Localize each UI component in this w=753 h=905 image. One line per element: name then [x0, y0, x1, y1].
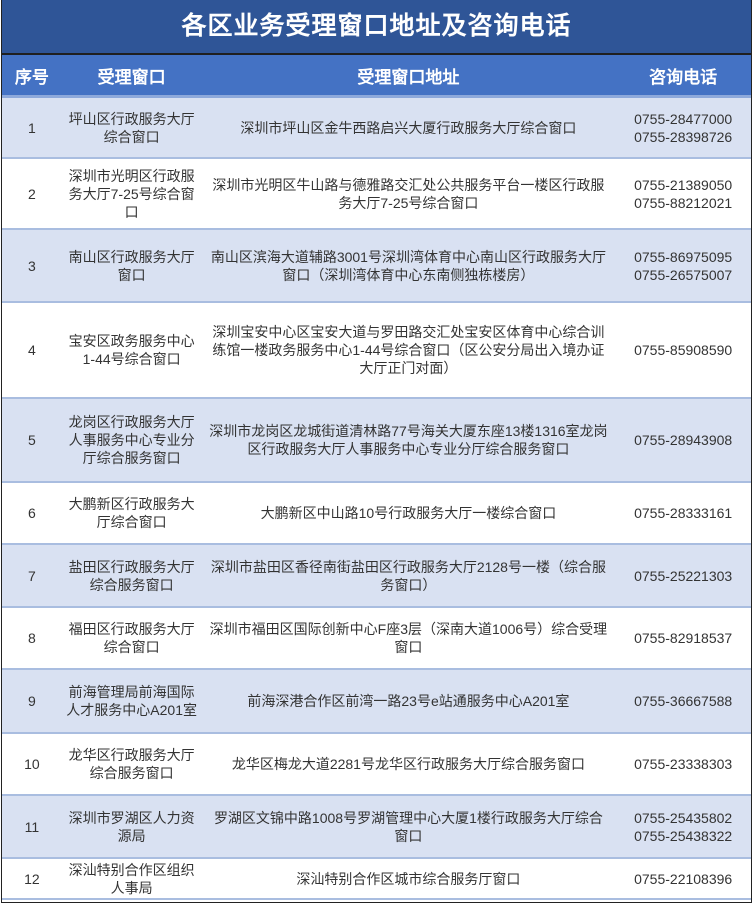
phone-number: 0755-25435802: [634, 809, 733, 826]
window-address: 深圳市龙岗区龙城街道清林路77号海关大厦东座13楼1316室龙岗区行政服务大厅人…: [209, 423, 608, 457]
phone-number: 0755-28398726: [634, 128, 733, 145]
row-number: 3: [28, 257, 36, 274]
header-phone: 咨询电话: [649, 67, 718, 87]
window-name: 龙岗区行政服务大厅人事服务中心专业分厅综合服务窗口: [68, 414, 195, 466]
row-number: 9: [28, 693, 36, 709]
table-row: 1 坪山区行政服务大厅综合窗口 深圳市坪山区金牛西路启兴大厦行政服务大厅综合窗口 07…: [2, 98, 751, 159]
window-name: 深圳市罗湖区人力资源局: [68, 809, 195, 844]
phone-number: 0755-88212021: [634, 194, 733, 211]
table-row: 7 盐田区行政服务大厅综合服务窗口 深圳市盐田区香径南街盐田区行政服务大厅2128号…: [2, 545, 751, 608]
phone-list: 0755-86975095 0755-26575007: [634, 248, 732, 284]
window-address: 深圳市坪山区金牛西路启兴大厦行政服务大厅综合窗口: [240, 119, 577, 136]
window-address: 深汕特别合作区城市综合服务厅窗口: [296, 870, 521, 887]
phone-number: 0755-86975095: [634, 248, 733, 265]
table-row: 2 深圳市光明区行政服务大厅7-25号综合窗口 深圳市光明区牛山路与德雅路交汇处公共…: [2, 159, 751, 230]
table-row: 3 南山区行政服务大厅窗口 南山区滨海大道辅路3001号深圳湾体育中心南山区行政服务…: [2, 230, 751, 303]
window-name: 福田区行政服务大厅综合窗口: [68, 621, 195, 655]
table-row: 5 龙岗区行政服务大厅人事服务中心专业分厅综合服务窗口 深圳市龙岗区龙城街道清林路7…: [2, 399, 751, 483]
row-number: 2: [28, 185, 36, 202]
header-no: 序号: [14, 67, 49, 87]
phone-cell: 0755-25435802 0755-25438322: [615, 796, 751, 857]
header-window: 受理窗口: [97, 67, 166, 87]
window-name: 宝安区政务服务中心1-44号综合窗口: [68, 333, 195, 367]
window-name: 前海管理局前海国际人才服务中心A201室: [66, 684, 197, 718]
phone-cell: 0755-36667588: [615, 670, 751, 732]
phone-number: 0755-82918537: [634, 630, 733, 646]
row-number: 8: [28, 630, 36, 646]
window-name: 南山区行政服务大厅窗口: [68, 248, 195, 283]
table-row: 10 龙华区行政服务大厅综合服务窗口 龙华区梅龙大道2281号龙华区行政服务大厅综合…: [2, 734, 751, 796]
phone-number: 0755-25221303: [634, 567, 733, 584]
phone-cell: 0755-21389050 0755-88212021: [615, 159, 751, 228]
table-header: 序号 受理窗口 受理窗口地址 咨询电话: [2, 55, 751, 98]
window-address: 罗湖区文锦中路1008号罗湖管理中心大厦1楼行政服务大厅综合窗口: [213, 809, 603, 844]
table-row: 12 深汕特别合作区组织人事局 深汕特别合作区城市综合服务厅窗口 0755-22108…: [2, 859, 751, 900]
header-address: 受理窗口地址: [357, 67, 460, 87]
table-row: 11 深圳市罗湖区人力资源局 罗湖区文锦中路1008号罗湖管理中心大厦1楼行政服务大…: [2, 796, 751, 859]
phone-list: 0755-28477000 0755-28398726: [634, 110, 732, 146]
phone-number: 0755-26575007: [634, 266, 733, 283]
phone-number: 0755-28333161: [634, 505, 733, 521]
window-name: 盐田区行政服务大厅综合服务窗口: [68, 558, 195, 593]
row-number: 11: [24, 818, 40, 835]
phone-list: 0755-85908590: [634, 341, 732, 359]
window-name: 深汕特别合作区组织人事局: [68, 861, 195, 896]
window-name: 坪山区行政服务大厅综合窗口: [68, 110, 195, 145]
phone-number: 0755-36667588: [634, 693, 733, 709]
phone-list: 0755-23338303: [634, 755, 732, 773]
phone-cell: 0755-28943908: [615, 399, 751, 481]
phone-number: 0755-25438322: [634, 827, 733, 844]
row-number: 5: [28, 432, 36, 448]
row-number: 12: [24, 870, 40, 887]
phone-list: 0755-28943908: [634, 431, 732, 449]
phone-number: 0755-28477000: [634, 110, 733, 127]
window-address: 深圳市光明区牛山路与德雅路交汇处公共服务平台一楼区行政服务大厅7-25号综合窗口: [212, 176, 605, 211]
phone-number: 0755-21389050: [634, 176, 733, 193]
phone-list: 0755-21389050 0755-88212021: [634, 176, 732, 212]
phone-cell: 0755-23338303: [615, 734, 751, 794]
window-name: 大鹏新区行政服务大厅综合窗口: [68, 496, 195, 530]
row-number: 7: [28, 567, 36, 584]
phone-cell: 0755-86975095 0755-26575007: [615, 230, 751, 301]
table-row: 6 大鹏新区行政服务大厅综合窗口 大鹏新区中山路10号行政服务大厅一楼综合窗口 075…: [2, 483, 751, 545]
phone-number: 0755-22108396: [634, 870, 733, 887]
phone-cell: 0755-82918537: [615, 608, 751, 668]
phone-cell: 0755-85908590: [615, 303, 751, 397]
phone-cell: 0755-28477000 0755-28398726: [615, 98, 751, 157]
phone-list: 0755-36667588: [634, 692, 732, 710]
window-name: 深圳市光明区行政服务大厅7-25号综合窗口: [68, 167, 195, 220]
phone-cell: 0755-28333161: [615, 483, 751, 543]
table-row: 4 宝安区政务服务中心1-44号综合窗口 深圳宝安中心区宝安大道与罗田路交汇处宝安区…: [2, 303, 751, 399]
table-row: 8 福田区行政服务大厅综合窗口 深圳市福田区国际创新中心F座3层（深南大道1006号…: [2, 608, 751, 670]
phone-list: 0755-22108396: [634, 870, 732, 888]
table-row: 9 前海管理局前海国际人才服务中心A201室 前海深港合作区前湾一路23号e站通服务…: [2, 670, 751, 734]
window-address: 深圳宝安中心区宝安大道与罗田路交汇处宝安区体育中心综合训练馆一楼政务服务中心1-…: [212, 324, 605, 376]
window-name: 龙华区行政服务大厅综合服务窗口: [68, 747, 195, 781]
phone-number: 0755-28943908: [634, 432, 733, 448]
window-address: 深圳市盐田区香径南街盐田区行政服务大厅2128号一楼（综合服务窗口）: [210, 558, 606, 593]
row-number: 10: [24, 756, 40, 772]
phone-list: 0755-82918537: [634, 629, 732, 647]
window-address: 前海深港合作区前湾一路23号e站通服务中心A201室: [247, 693, 570, 709]
phone-number: 0755-23338303: [634, 756, 733, 772]
phone-cell: 0755-25221303: [615, 545, 751, 606]
table-body: 1 坪山区行政服务大厅综合窗口 深圳市坪山区金牛西路启兴大厦行政服务大厅综合窗口 07…: [2, 98, 751, 900]
window-address: 大鹏新区中山路10号行政服务大厅一楼综合窗口: [260, 505, 557, 521]
phone-list: 0755-28333161: [634, 504, 732, 522]
phone-cell: 0755-22108396: [615, 859, 751, 898]
table-title: 各区业务受理窗口地址及咨询电话: [2, 0, 751, 55]
window-address: 深圳市福田区国际创新中心F座3层（深南大道1006号）综合受理窗口: [209, 621, 608, 655]
phone-number: 0755-85908590: [634, 342, 733, 358]
window-address: 南山区滨海大道辅路3001号深圳湾体育中心南山区行政服务大厅窗口（深圳湾体育中心…: [210, 248, 606, 283]
phone-list: 0755-25435802 0755-25438322: [634, 809, 732, 845]
phone-list: 0755-25221303: [634, 567, 732, 585]
row-number: 4: [28, 342, 36, 358]
row-number: 6: [28, 505, 36, 521]
row-number: 1: [28, 119, 36, 136]
window-address: 龙华区梅龙大道2281号龙华区行政服务大厅综合服务窗口: [231, 756, 585, 772]
